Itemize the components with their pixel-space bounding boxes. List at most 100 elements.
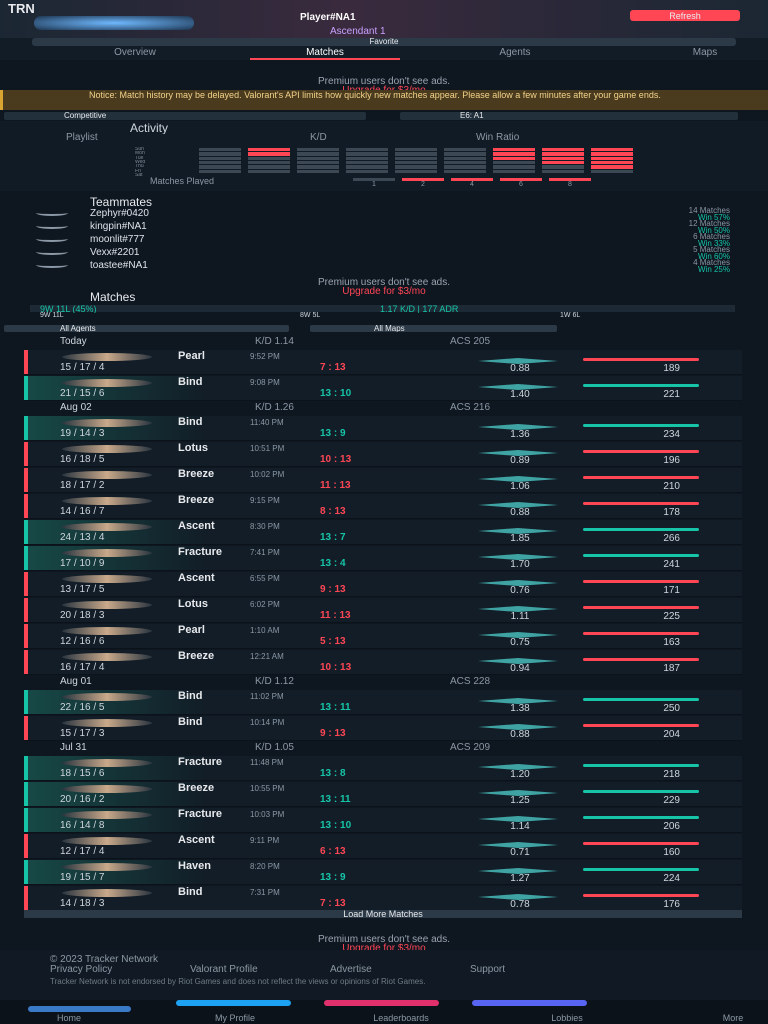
map-name: Pearl <box>178 624 205 636</box>
nav-item[interactable]: Leaderboards <box>373 1013 429 1023</box>
kda: 14 / 18 / 3 <box>60 898 105 909</box>
activity-cell <box>297 165 339 169</box>
map-name: Pearl <box>178 350 205 362</box>
day-label: Mon <box>135 151 145 157</box>
tab[interactable]: Maps <box>692 47 718 58</box>
filter-season[interactable]: E6: A1 <box>400 112 738 120</box>
activity-cell <box>297 148 339 152</box>
activity-cell <box>444 152 486 156</box>
social-btn[interactable] <box>324 1000 439 1006</box>
group-date: Jul 31 <box>60 742 87 753</box>
activity-cell <box>493 148 535 152</box>
kd-value: 1.85 <box>510 533 530 544</box>
group-kd: K/D 1.12 <box>255 676 294 687</box>
score-bar <box>583 842 699 845</box>
result-stripe <box>24 598 28 622</box>
tab[interactable]: Agents <box>499 47 531 58</box>
filter-playlist[interactable]: Competitive <box>4 112 366 120</box>
activity-footer: Matches Played <box>150 176 215 185</box>
kd-value: 0.89 <box>510 455 530 466</box>
nav-item[interactable]: Lobbies <box>551 1013 583 1023</box>
agent-avatar <box>62 719 152 727</box>
kda: 18 / 15 / 6 <box>60 768 105 779</box>
tab[interactable]: Matches <box>306 47 344 58</box>
ad-link[interactable]: Upgrade for $3/mo <box>342 286 426 297</box>
rank-icon <box>478 554 558 560</box>
social-btn[interactable] <box>472 1000 587 1006</box>
acs: 160 <box>663 847 680 858</box>
acs: 241 <box>663 559 680 570</box>
activity-win: Win Ratio <box>476 132 520 143</box>
rank-icon <box>478 816 558 822</box>
kda: 16 / 14 / 8 <box>60 820 105 831</box>
acs: 204 <box>663 729 680 740</box>
acs: 189 <box>663 363 680 374</box>
legend-label: 8 <box>568 181 572 188</box>
acs: 266 <box>663 533 680 544</box>
activity-cell <box>591 148 633 152</box>
refresh-btn[interactable]: Refresh <box>630 10 740 21</box>
match-time: 12:21 AM <box>250 652 284 661</box>
teammate-name: moonlit#777 <box>90 234 145 245</box>
kd-value: 1.14 <box>510 821 530 832</box>
rank-icon <box>478 842 558 848</box>
filter-agents[interactable]: All Agents <box>4 325 289 332</box>
nav-item[interactable]: Home <box>56 1013 81 1023</box>
score: 10 : 13 <box>320 662 352 673</box>
footer-link[interactable]: Privacy Policy <box>50 964 113 975</box>
kda: 15 / 17 / 4 <box>60 362 105 373</box>
group-date: Aug 02 <box>60 402 92 413</box>
score-bar <box>583 724 699 727</box>
kd-value: 1.38 <box>510 703 530 714</box>
filter-maps[interactable]: All Maps <box>310 325 557 332</box>
score: 11 : 13 <box>320 610 351 621</box>
kda: 20 / 16 / 2 <box>60 794 105 805</box>
kda: 14 / 16 / 7 <box>60 506 105 517</box>
summary-stats: 1.17 K/D | 177 ADR <box>380 304 459 313</box>
legend-label: 4 <box>470 181 474 188</box>
activity-cell <box>395 156 437 160</box>
kda: 15 / 17 / 3 <box>60 728 105 739</box>
social-btn[interactable] <box>176 1000 291 1006</box>
activity-kd: K/D <box>310 132 327 143</box>
acs: 218 <box>663 769 680 780</box>
teammate-name: Vexx#2201 <box>90 247 140 258</box>
favorite-btn[interactable]: Favorite <box>32 38 736 46</box>
footer-link[interactable]: Support <box>470 964 506 975</box>
nav-item[interactable]: My Profile <box>214 1013 255 1023</box>
score-bar <box>583 384 699 387</box>
teammate-avatar <box>36 249 68 255</box>
agent-avatar <box>62 523 152 531</box>
acs: 163 <box>663 637 680 648</box>
footer-link[interactable]: Valorant Profile <box>190 964 258 975</box>
score: 13 : 10 <box>320 388 352 399</box>
map-name: Bind <box>178 690 203 702</box>
agent-avatar <box>62 419 152 427</box>
legend-swatch <box>402 178 444 181</box>
ad-link[interactable]: Upgrade for $3/mo <box>342 943 426 954</box>
activity-cell <box>248 152 290 156</box>
activity-cell <box>346 165 388 169</box>
match-time: 7:31 PM <box>250 888 280 897</box>
score-bar <box>583 476 699 479</box>
match-time: 10:03 PM <box>250 810 285 819</box>
match-time: 7:41 PM <box>250 548 280 557</box>
teammate-win: Win 50% <box>697 226 730 235</box>
map-name: Bind <box>178 376 203 388</box>
match-time: 9:15 PM <box>250 496 280 505</box>
summary-mini: 9W 11L <box>40 312 64 319</box>
nav-item[interactable]: More <box>722 1013 744 1023</box>
activity-cell <box>493 152 535 156</box>
legend-label: 2 <box>421 181 425 188</box>
result-stripe <box>24 546 28 570</box>
tab[interactable]: Overview <box>114 47 156 58</box>
footer-link[interactable]: Advertise <box>330 964 372 975</box>
load-more[interactable]: Load More Matches <box>24 910 742 918</box>
acs: 178 <box>663 507 680 518</box>
social-btn[interactable] <box>28 1006 131 1012</box>
map-name: Fracture <box>178 756 223 768</box>
group-date: Aug 01 <box>60 676 92 687</box>
score-bar <box>583 502 699 505</box>
kd-value: 0.76 <box>510 585 530 596</box>
activity-cell <box>199 148 241 152</box>
